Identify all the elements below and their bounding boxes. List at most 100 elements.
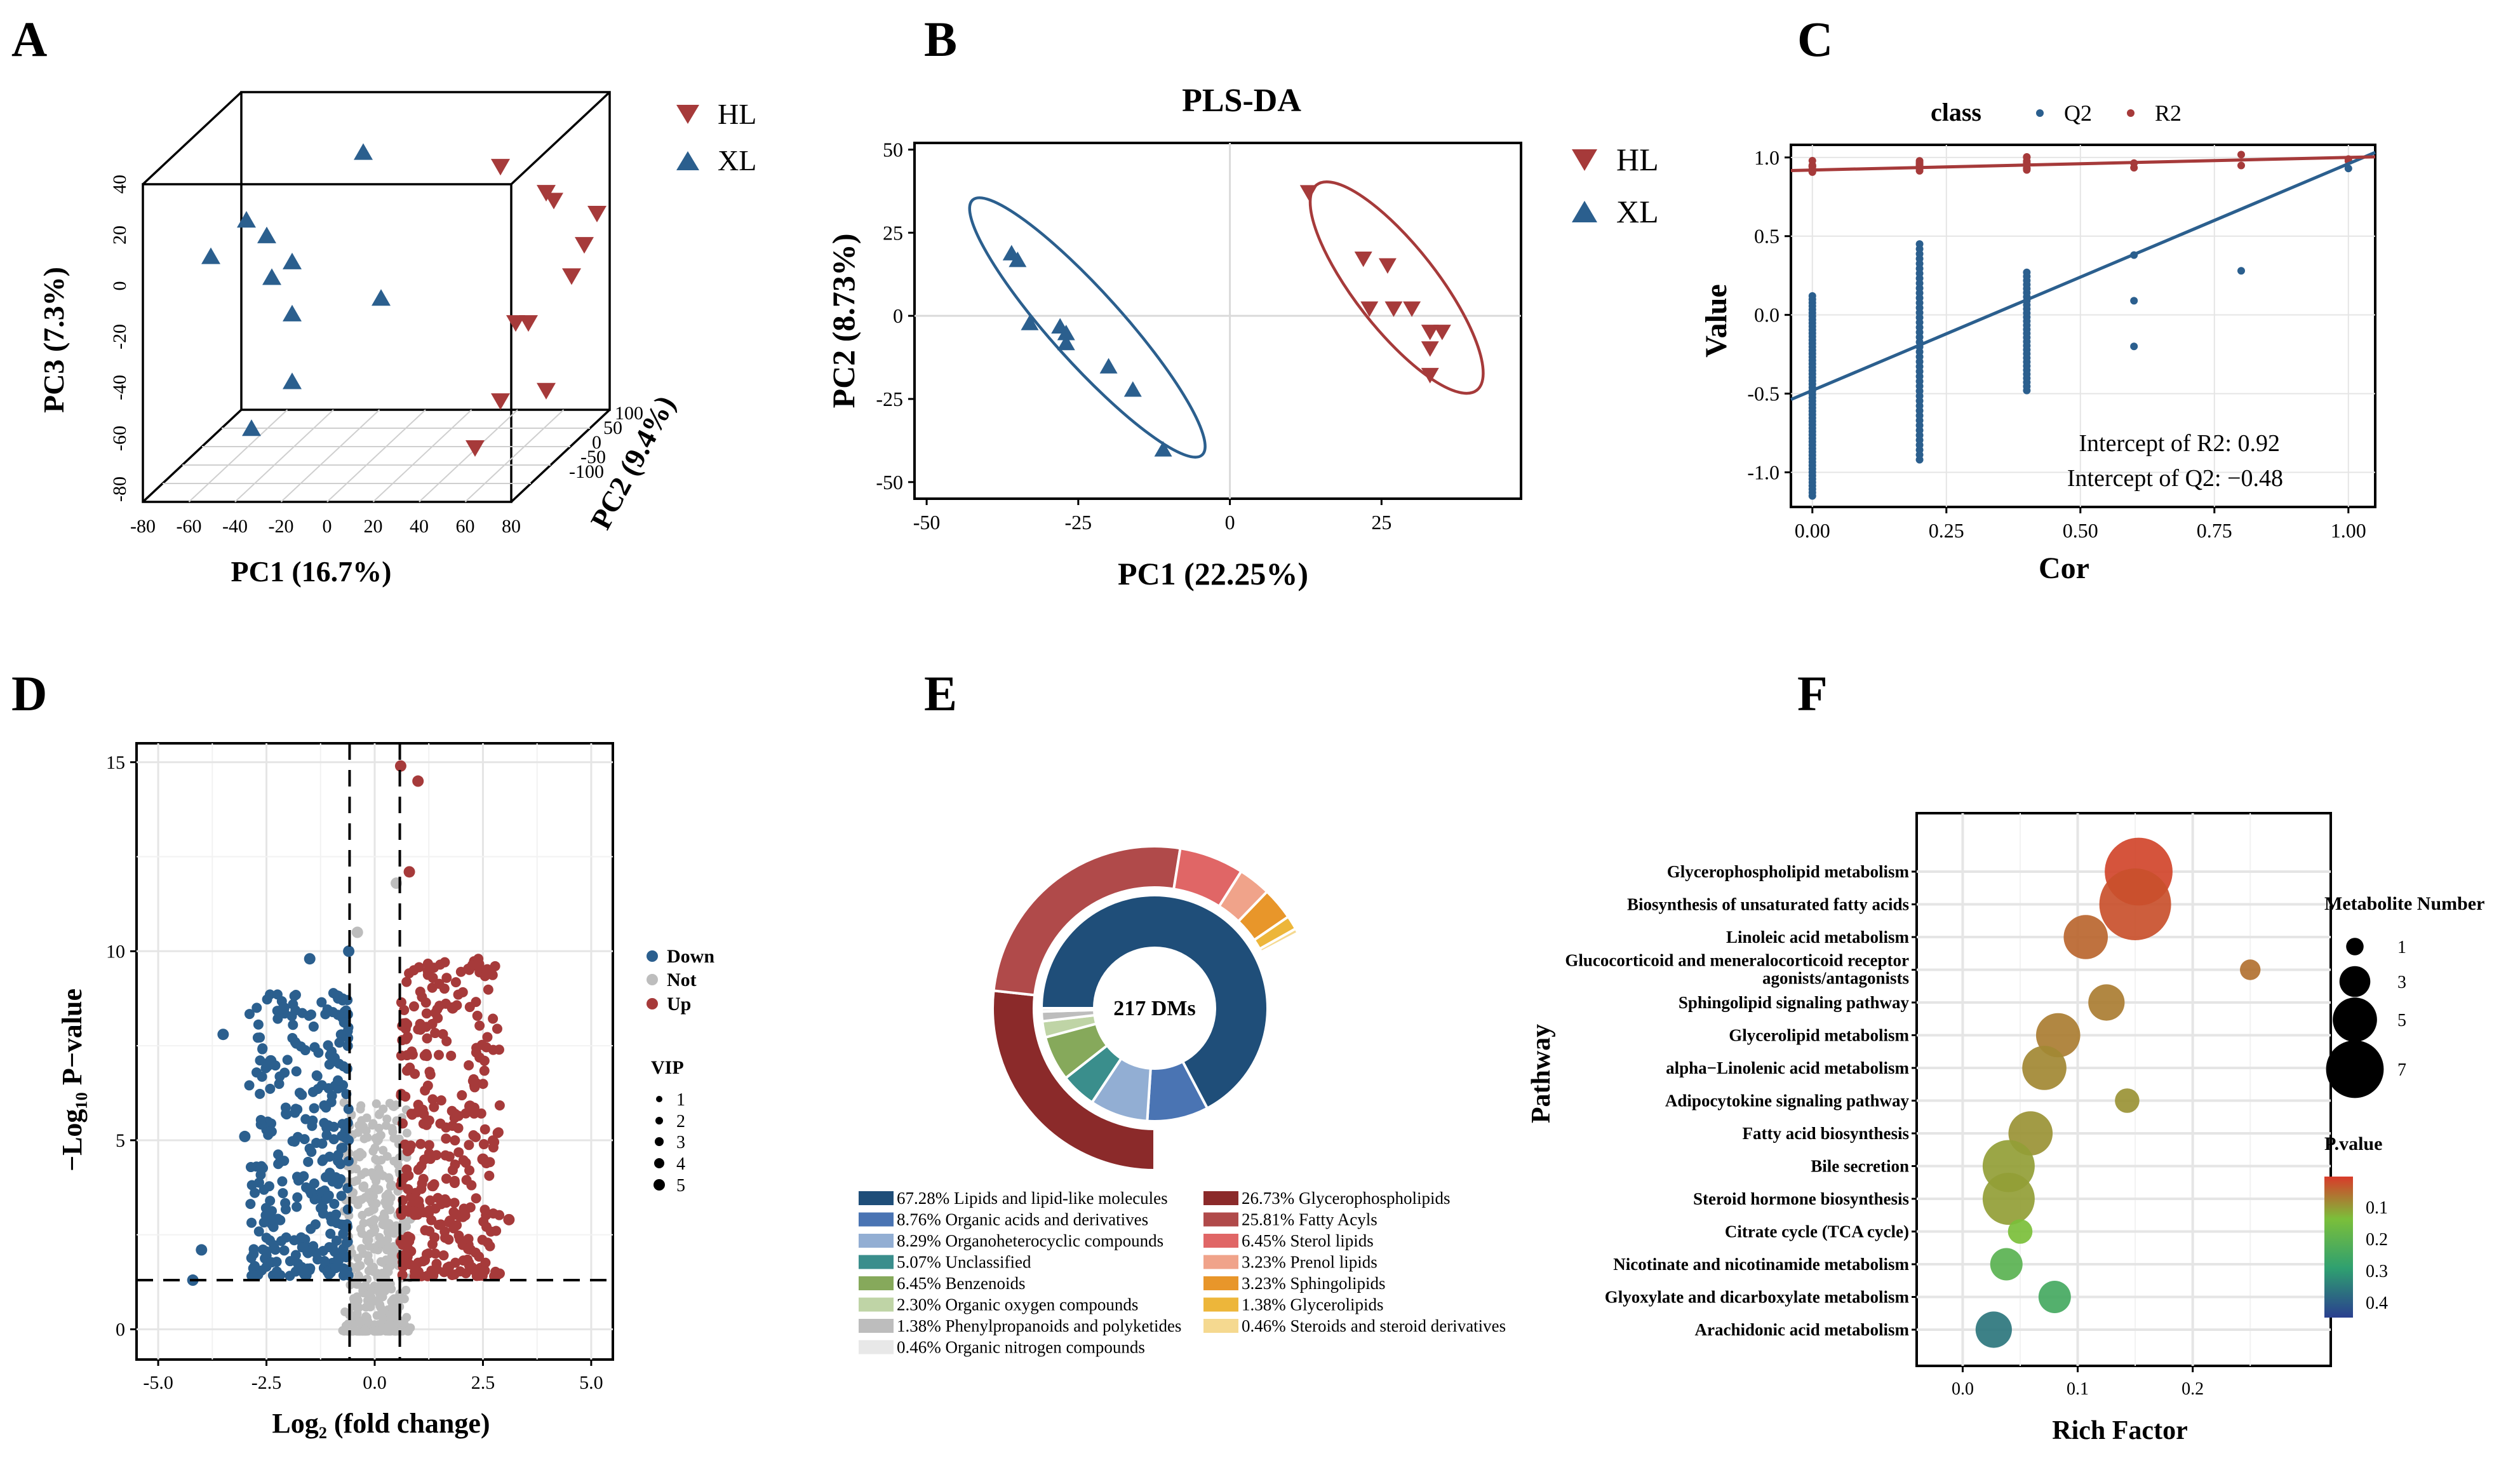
d-point-not <box>373 1245 383 1255</box>
e-outer-slice-0 <box>991 989 1156 1172</box>
d-point-down <box>260 1203 271 1213</box>
d-point-up <box>421 1249 432 1260</box>
a-point-hl <box>587 205 607 223</box>
f-color-tick-label: 0.3 <box>2366 1262 2388 1281</box>
panel-e-donut: 217 DMs 67.28% Lipids and lipid-like mol… <box>859 845 1506 1357</box>
c-xtick-label: 0.75 <box>2197 519 2232 542</box>
d-point-not <box>359 1218 368 1228</box>
a-point-xl <box>283 304 302 321</box>
a-ytick-label: -60 <box>109 426 130 451</box>
a-point-hl <box>491 159 510 176</box>
d-point-up <box>488 1044 499 1055</box>
d-point-down <box>279 1156 290 1166</box>
b-point-hl <box>1378 258 1397 274</box>
e-legend-label-outer: 3.23% Sphingolipids <box>1242 1274 1386 1293</box>
d-point-up <box>467 1264 478 1275</box>
f-pathway-label: Glycerolipid metabolism <box>1729 1026 1909 1045</box>
d-point-up <box>467 960 478 971</box>
d-point-up <box>474 1020 485 1031</box>
d-point-up <box>395 1236 406 1247</box>
a-ztick-label: 50 <box>603 417 622 438</box>
b-legend-xl-marker <box>1572 201 1597 222</box>
d-point-up <box>482 1238 493 1248</box>
d-point-up <box>471 997 481 1008</box>
d-point-highlight <box>304 953 316 965</box>
f-frame <box>1915 812 2332 1367</box>
d-point-up <box>415 1138 426 1149</box>
a-point-hl <box>544 192 563 210</box>
d-point-down <box>319 1256 330 1267</box>
d-point-not <box>352 1262 362 1271</box>
d-point-not <box>366 1293 376 1302</box>
f-pathway-label: Biosynthesis of unsaturated fatty acids <box>1627 895 1909 914</box>
d-point-down <box>266 1257 277 1268</box>
d-point-down <box>281 1109 292 1120</box>
d-point-down <box>323 1190 334 1201</box>
d-point-highlight <box>446 1002 459 1014</box>
d-point-down <box>296 1232 307 1243</box>
d-point-not <box>372 1177 381 1186</box>
f-point <box>2038 1281 2071 1313</box>
c-ytick-label: 0.0 <box>1754 304 1779 327</box>
d-point-down <box>308 1241 319 1252</box>
d-vip-size-4-label: 4 <box>676 1154 685 1174</box>
b-point-hl <box>1354 251 1372 267</box>
d-ylabel: −Log₁₀ P−value <box>57 989 88 1171</box>
d-point-up <box>479 971 490 982</box>
d-point-up <box>464 1165 475 1176</box>
d-point-not <box>368 1147 378 1156</box>
d-point-up <box>463 1234 474 1245</box>
d-point-down <box>280 1198 291 1208</box>
d-point-not <box>352 1164 361 1174</box>
d-point-not <box>375 1300 385 1309</box>
d-point-up <box>399 1139 410 1150</box>
e-legend-swatch-inner <box>859 1212 894 1227</box>
e-outer-slice-6 <box>1257 927 1300 954</box>
d-point-up <box>441 1173 452 1184</box>
d-point-up <box>422 1051 432 1062</box>
c-point-q2 <box>2130 297 2138 305</box>
d-point-up <box>448 1206 459 1217</box>
d-point-up <box>430 1248 441 1259</box>
b-point-xl <box>1057 334 1075 351</box>
panel-letter-b: B <box>924 11 957 67</box>
d-point-not <box>340 1326 349 1336</box>
d-point-up <box>490 1271 500 1281</box>
d-point-down <box>303 1156 314 1167</box>
b-legend-hl-marker <box>1572 149 1597 171</box>
d-point-highlight <box>412 775 424 787</box>
d-point-up <box>413 1266 424 1277</box>
c-xtick-label: 0.25 <box>1929 519 1964 542</box>
f-point <box>2007 1219 2033 1244</box>
d-point-not <box>382 1114 392 1124</box>
d-point-not <box>363 1133 372 1142</box>
b-title: PLS-DA <box>1182 83 1301 119</box>
d-point-down <box>293 1258 304 1269</box>
b-ellipse-hl <box>1308 180 1485 395</box>
d-point-up <box>457 1090 467 1101</box>
d-point-not <box>359 1183 368 1192</box>
d-point-not <box>361 1126 371 1135</box>
d-point-not <box>371 1133 380 1143</box>
d-point-down <box>323 1040 333 1051</box>
f-pathway-label: Adipocytokine signaling pathway <box>1665 1091 1910 1110</box>
d-point-up <box>449 1198 460 1208</box>
c-legend-r2-marker <box>2127 109 2135 117</box>
b-point-hl <box>1421 325 1439 341</box>
d-point-up <box>439 1226 450 1237</box>
d-point-not <box>366 1262 376 1272</box>
d-point-down <box>297 1090 307 1100</box>
d-point-not <box>382 1121 391 1130</box>
d-point-up <box>494 1210 505 1220</box>
d-point-up <box>483 984 493 995</box>
d-point-not <box>358 1210 367 1220</box>
a-xtick-label: -40 <box>222 516 248 537</box>
b-ytick-label: -25 <box>876 388 903 410</box>
d-point-not <box>380 1279 390 1289</box>
d-vip-size-1 <box>656 1096 662 1102</box>
d-point-up <box>417 1178 427 1189</box>
a-xtick-label: 20 <box>364 516 383 537</box>
d-point-up <box>447 1164 458 1175</box>
d-point-up <box>403 1170 414 1181</box>
